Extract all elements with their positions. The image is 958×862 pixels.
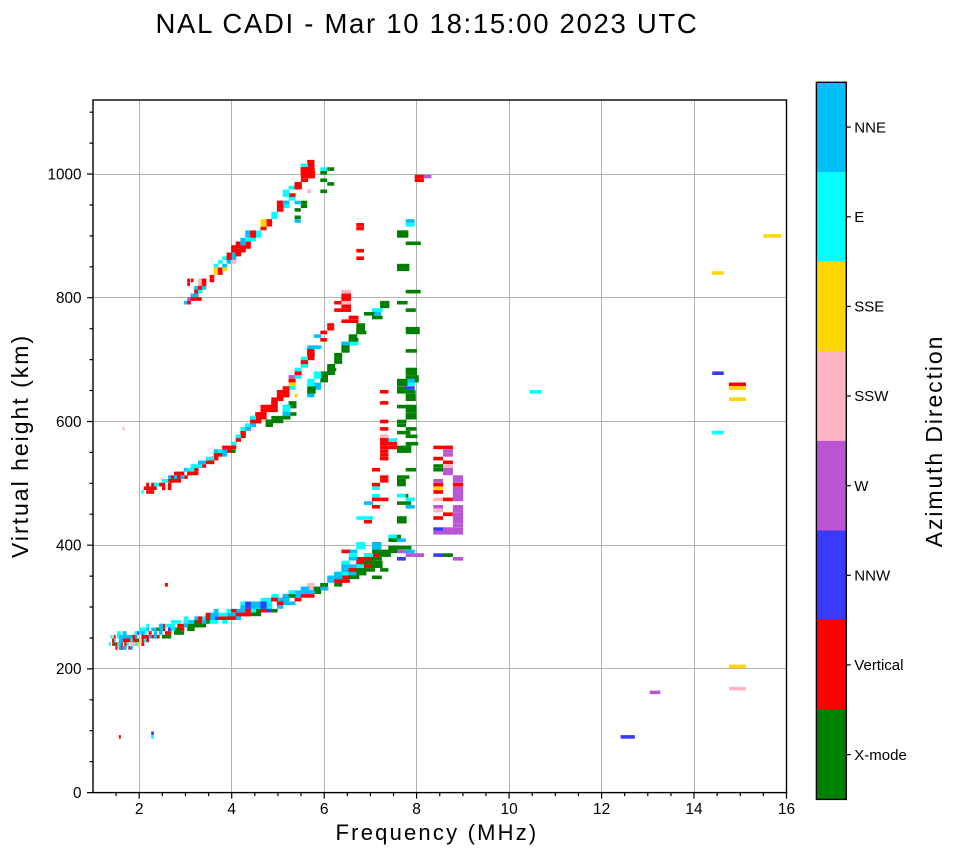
svg-text:W: W [854, 478, 869, 495]
svg-text:6: 6 [320, 801, 329, 818]
svg-text:Vertical: Vertical [854, 657, 903, 674]
svg-text:8: 8 [412, 801, 421, 818]
svg-text:E: E [854, 209, 864, 226]
svg-text:2: 2 [135, 801, 144, 818]
svg-text:0: 0 [73, 785, 82, 802]
svg-text:1000: 1000 [47, 166, 81, 183]
svg-text:12: 12 [593, 801, 610, 818]
svg-text:400: 400 [56, 538, 82, 555]
svg-text:NNE: NNE [854, 119, 886, 136]
svg-text:Frequency (MHz): Frequency (MHz) [336, 820, 539, 845]
svg-text:SSW: SSW [854, 388, 889, 405]
svg-text:800: 800 [56, 290, 82, 307]
svg-text:4: 4 [227, 801, 236, 818]
svg-text:14: 14 [685, 801, 703, 818]
svg-text:200: 200 [56, 661, 82, 678]
svg-text:10: 10 [500, 801, 518, 818]
svg-text:Virtual height (km): Virtual height (km) [7, 334, 33, 558]
svg-text:NNW: NNW [854, 568, 891, 585]
svg-text:SSE: SSE [854, 299, 884, 316]
svg-text:Azimuth Direction: Azimuth Direction [921, 335, 947, 548]
svg-text:NAL CADI - Mar 10 18:15:00 202: NAL CADI - Mar 10 18:15:00 2023 UTC [155, 8, 698, 39]
svg-text:600: 600 [56, 414, 82, 431]
svg-text:16: 16 [778, 801, 795, 818]
svg-text:X-mode: X-mode [854, 747, 907, 764]
